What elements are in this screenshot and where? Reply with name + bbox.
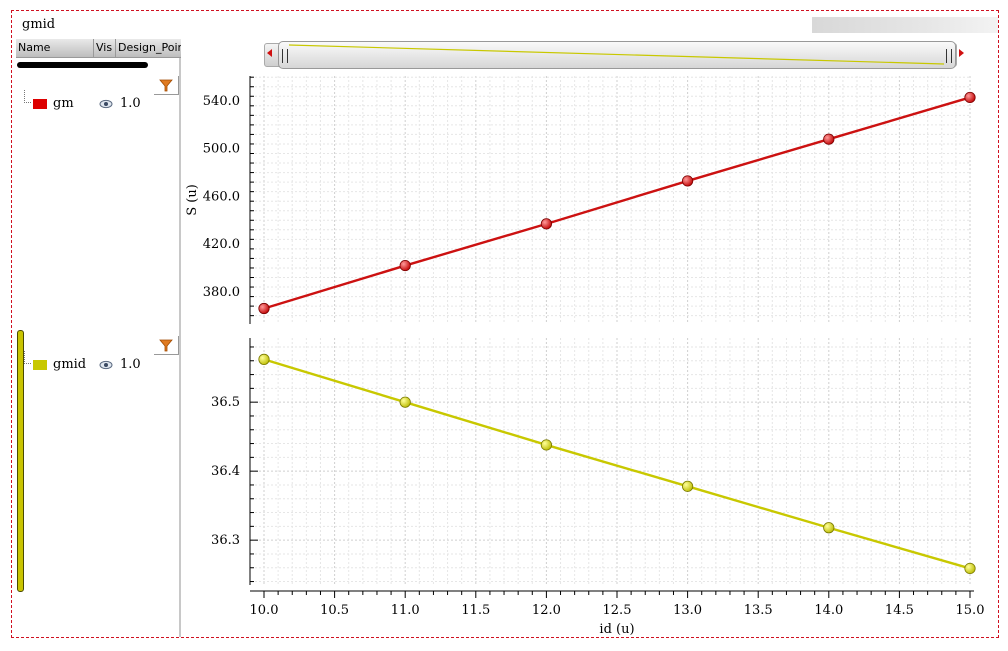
x-tick-label: 13.0 (673, 603, 702, 618)
scroll-left-icon[interactable] (267, 49, 272, 57)
overview-trace (289, 44, 945, 65)
signal-name: gmid (53, 357, 87, 372)
y-tick-label: 460.0 (203, 189, 240, 204)
chart-panel-gmid: 36.3 36.4 36.5 (211, 338, 976, 585)
x-axis-title: id (u) (599, 622, 634, 637)
series-line-gmid (263, 358, 971, 570)
eye-icon[interactable] (99, 99, 113, 109)
design-point-value: 1.0 (120, 96, 141, 111)
data-point-gm (258, 302, 270, 315)
filter-button[interactable] (154, 336, 179, 355)
signal-name: gm (53, 96, 74, 111)
design-point-value: 1.0 (120, 357, 141, 372)
data-point-gm (964, 91, 976, 104)
window-frame (11, 10, 999, 638)
data-point-gmid (823, 522, 835, 534)
column-separator[interactable] (93, 39, 94, 57)
y-tick-label: 540.0 (203, 94, 240, 109)
sidebar-header: Name Vis Design_Point (16, 39, 181, 58)
x-tick-label: 11.0 (391, 603, 420, 618)
x-tick-label: 12.5 (603, 603, 632, 618)
x-tick-label: 10.0 (250, 603, 279, 618)
tree-connector (24, 90, 31, 103)
data-point-gmid (399, 396, 411, 408)
column-separator[interactable] (115, 39, 116, 57)
filter-button[interactable] (154, 76, 179, 95)
data-point-gmid (964, 562, 976, 575)
color-swatch (33, 360, 47, 370)
data-point-gmid (540, 439, 553, 451)
filter-icon (159, 79, 173, 92)
grip-handle-right[interactable] (946, 49, 952, 63)
y-tick-label: 380.0 (203, 285, 240, 300)
eye-icon[interactable] (99, 360, 113, 370)
y-tick-label: 36.4 (211, 464, 240, 479)
x-tick-label: 15.0 (956, 603, 985, 618)
window-title: gmid (22, 17, 56, 32)
group-bar-top[interactable] (17, 62, 148, 68)
x-tick-label: 11.5 (461, 603, 490, 618)
data-point-gm (540, 218, 553, 230)
data-point-gmid (258, 353, 270, 365)
series-line-gm (263, 96, 971, 310)
x-tick-label: 14.5 (885, 603, 914, 618)
x-tick-label: 14.0 (814, 603, 843, 618)
range-scrollbar[interactable] (264, 41, 964, 69)
y-tick-label: 36.3 (211, 533, 240, 548)
title-bar-placeholder (812, 17, 998, 33)
tree-connector (24, 351, 31, 364)
chart-panel-gm: 380.0 420.0 460.0 500.0 540.0 S (u) (185, 76, 976, 324)
color-swatch (33, 99, 47, 109)
column-header-vis[interactable]: Vis (96, 41, 113, 54)
x-tick-label: 12.0 (532, 603, 561, 618)
y-axis-title: S (u) (185, 184, 200, 216)
column-header-name[interactable]: Name (18, 41, 51, 54)
x-tick-label: 13.5 (744, 603, 773, 618)
x-tick-label: 10.5 (320, 603, 349, 618)
y-tick-label: 500.0 (203, 142, 240, 157)
data-point-gmid (681, 480, 694, 492)
scrollbar-thumb[interactable] (278, 41, 956, 69)
x-axis: 10.0 10.5 11.0 11.5 12.0 12.5 13.0 13.5 14.0 14.5… (250, 590, 985, 637)
y-tick-label: 36.5 (211, 395, 240, 410)
filter-icon (159, 339, 173, 352)
group-bar-bottom[interactable] (17, 330, 24, 592)
y-tick-label: 420.0 (203, 237, 240, 252)
column-header-design-point[interactable]: Design_Point (118, 41, 181, 54)
scroll-right-icon[interactable] (959, 49, 964, 57)
data-point-gm (681, 175, 694, 187)
data-point-gm (823, 133, 835, 145)
grip-handle-left[interactable] (282, 49, 288, 63)
sidebar-panel: Name Vis Design_Point gm 1.0 gmid 1.0 (16, 39, 181, 637)
data-point-gm (399, 259, 411, 272)
